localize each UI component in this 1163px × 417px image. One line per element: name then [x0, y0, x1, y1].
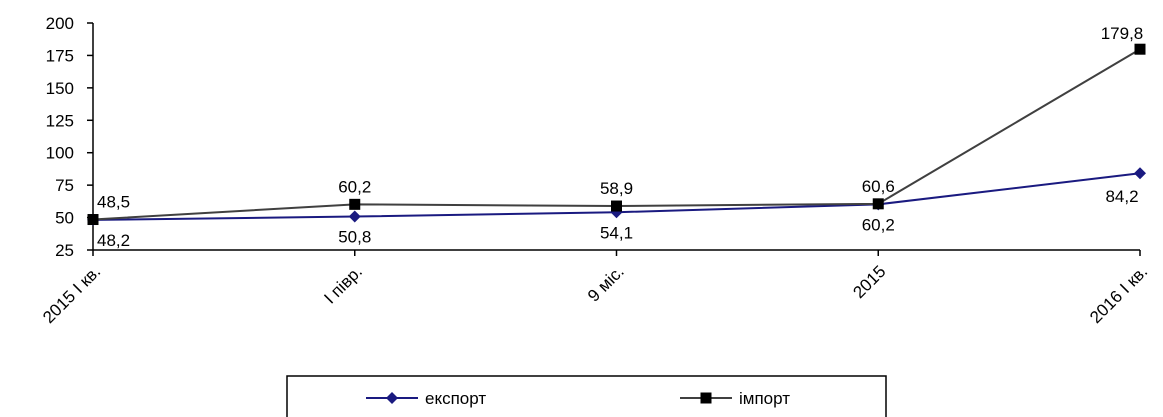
x-tick-label: 2015	[849, 262, 889, 302]
data-label-export: 60,2	[862, 215, 895, 234]
data-label-import: 179,8	[1101, 24, 1144, 43]
data-point-import	[87, 214, 99, 226]
data-point-import	[349, 198, 361, 210]
data-label-export: 84,2	[1105, 187, 1138, 206]
data-labels: 48,2 50,8 54,1 60,2 84,2 48,5 60,2 58,9 60,6 179,…	[97, 24, 1143, 250]
x-tick-label: 9 міс.	[584, 262, 628, 306]
y-tick-label: 200	[46, 14, 74, 33]
data-point-export	[348, 210, 361, 223]
data-label-export: 48,2	[97, 231, 130, 250]
legend-label-import: імпорт	[739, 389, 790, 408]
data-label-import: 60,2	[338, 177, 371, 196]
y-tick-label: 25	[55, 241, 74, 260]
data-label-export: 54,1	[600, 223, 633, 242]
data-point-export	[1134, 167, 1146, 180]
data-point-import	[872, 198, 884, 210]
x-tick-label: 2016 I кв.	[1086, 262, 1151, 327]
data-point-import	[1134, 43, 1146, 55]
legend-marker-export	[386, 392, 398, 404]
data-label-export: 50,8	[338, 228, 371, 247]
data-label-import: 48,5	[97, 193, 130, 212]
legend-label-export: експорт	[425, 389, 486, 408]
y-tick-label: 125	[46, 111, 74, 130]
y-tick-label: 100	[46, 144, 74, 163]
y-tick-label: 50	[55, 209, 74, 228]
y-tick-label: 150	[46, 79, 74, 98]
y-tick-label: 175	[46, 46, 74, 65]
data-point-import	[611, 200, 622, 212]
series-layer	[87, 43, 1146, 226]
data-label-import: 60,6	[862, 177, 895, 196]
legend-marker-import	[700, 392, 712, 404]
y-tick-label: 75	[55, 176, 74, 195]
axes: 25 50 75 100 125 150 175 200 2015 I кв. I півр. 9 …	[39, 14, 1151, 327]
legend: експорт імпорт	[286, 375, 887, 417]
x-tick-label: 2015 I кв.	[39, 262, 104, 327]
data-label-import: 58,9	[600, 179, 633, 198]
x-tick-label: I півр.	[320, 262, 366, 308]
legend-box	[286, 375, 887, 417]
